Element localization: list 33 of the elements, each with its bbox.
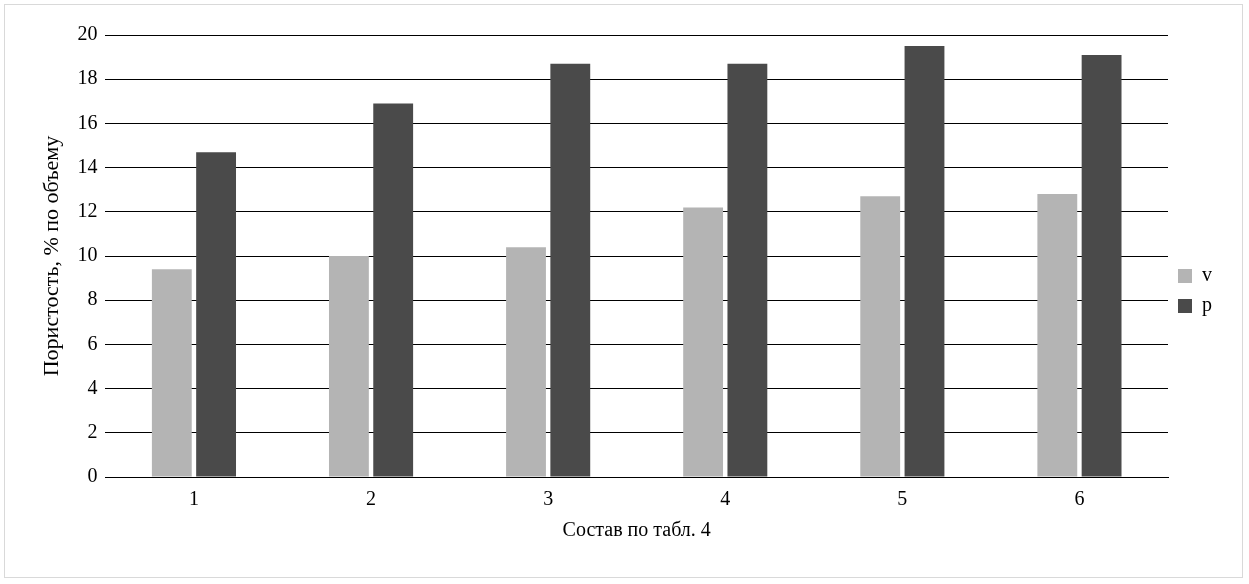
y-tick-label: 12 [77,199,98,222]
legend-label: p [1202,293,1212,317]
bar [1081,54,1122,477]
x-tick-label: 5 [897,487,908,510]
x-tick-label: 1 [188,487,199,510]
y-tick-label: 10 [77,243,98,266]
x-tick-label: 6 [1074,487,1085,510]
y-tick-label: 8 [87,287,98,310]
bar [1037,194,1078,477]
bar [328,256,369,477]
x-tick-label: 2 [366,487,377,510]
y-tick-label: 0 [87,464,98,487]
bar [860,196,901,477]
y-tick-label: 6 [87,331,98,354]
x-tick-label: 4 [720,487,731,510]
y-tick-label: 18 [77,66,98,89]
bar [196,152,237,477]
y-tick-label: 2 [87,420,98,443]
bar [506,247,546,477]
y-tick-label: 14 [77,154,98,177]
y-tick-label: 4 [87,375,98,398]
y-axis-title: Пористость, % по объему [37,135,63,377]
y-tick-label: 16 [77,110,98,133]
bar [904,46,945,477]
x-tick-label: 3 [543,487,554,510]
bar [373,103,414,477]
bar [727,63,768,477]
legend-label: v [1202,263,1212,286]
x-axis-title: Состав по табл. 4 [562,518,711,541]
bar [151,269,192,477]
bar [550,63,591,477]
bar [683,207,724,477]
y-tick-label: 20 [77,22,98,45]
